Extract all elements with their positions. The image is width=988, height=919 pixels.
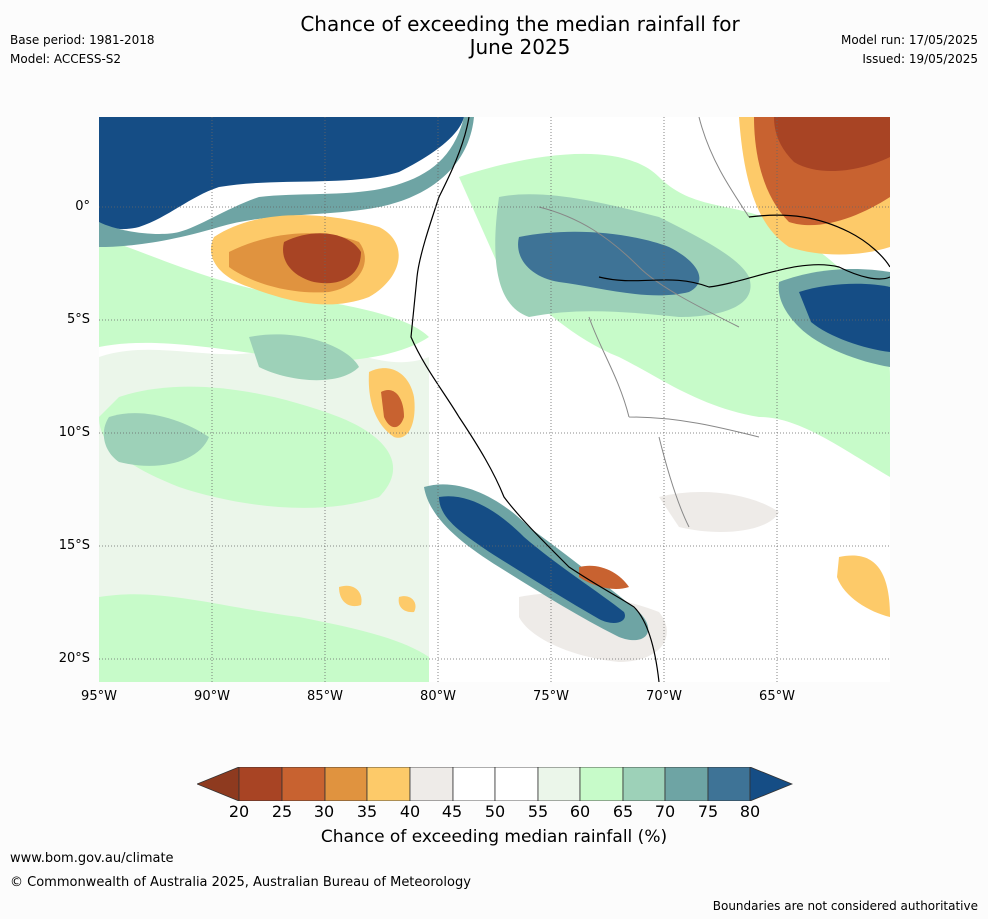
tick-45: 45	[441, 802, 463, 821]
lon-label-70w: 70°W	[646, 689, 682, 704]
coastal-wet-core	[439, 496, 625, 623]
lat-label-5s: 5°S	[66, 312, 90, 327]
colorbar-bin-40	[409, 767, 454, 801]
patch-green-west-1	[99, 237, 429, 361]
patch-green-south	[99, 594, 429, 682]
disclaimer-text: Boundaries are not considered authoritat…	[712, 899, 978, 913]
lon-label-75w: 75°W	[533, 689, 569, 704]
dry-small-1	[339, 585, 362, 607]
lon-label-85w: 85°W	[307, 689, 343, 704]
patch-grey-2	[659, 492, 779, 532]
colorbar-high-arrow	[749, 767, 793, 801]
tick-75: 75	[697, 802, 719, 821]
river-line-2	[748, 214, 890, 268]
model-name: Model: ACCESS-S2	[10, 52, 122, 66]
dry-south-coast	[579, 565, 629, 589]
title-line-1: Chance of exceeding the median rainfall …	[300, 12, 740, 36]
lon-label-80w: 80°W	[420, 689, 456, 704]
colorbar-bin-75	[707, 767, 751, 801]
tick-80: 80	[739, 802, 761, 821]
graticule	[99, 117, 890, 682]
colorbar-bin-60	[579, 767, 624, 801]
title-line-2: June 2025	[469, 35, 571, 59]
dry-ecuador-core	[283, 233, 361, 284]
colorbar-bin-55	[537, 767, 581, 801]
tick-35: 35	[356, 802, 378, 821]
colorbar-bin-20	[238, 767, 283, 801]
chart-title: Chance of exceeding the median rainfall …	[250, 13, 790, 59]
tick-40: 40	[399, 802, 421, 821]
tick-50: 50	[484, 802, 506, 821]
tick-60: 60	[569, 802, 591, 821]
website-link[interactable]: www.bom.gov.au/climate	[10, 851, 174, 866]
colorbar-bin-50	[494, 767, 539, 801]
base-period: Base period: 1981-2018	[10, 33, 155, 47]
tick-65: 65	[612, 802, 634, 821]
tick-25: 25	[271, 802, 293, 821]
tick-70: 70	[654, 802, 676, 821]
lat-label-0: 0°	[75, 199, 90, 214]
colorbar-label: Chance of exceeding median rainfall (%)	[320, 827, 668, 847]
patch-green-west-2	[99, 386, 394, 508]
patch-mod-high-west	[103, 413, 209, 466]
lon-label-90w: 90°W	[194, 689, 230, 704]
colorbar-bin-35	[366, 767, 411, 801]
issued-date: Issued: 19/05/2025	[862, 52, 978, 66]
river-line	[598, 264, 890, 288]
map-canvas	[99, 117, 890, 682]
tick-20: 20	[228, 802, 250, 821]
model-run: Model run: 17/05/2025	[840, 33, 978, 47]
run-info: Model run: 17/05/2025 Issued: 19/05/2025	[841, 31, 978, 69]
copyright-text: © Commonwealth of Australia 2025, Austra…	[10, 875, 471, 890]
lon-label-65w: 65°W	[759, 689, 795, 704]
colorbar-low-arrow	[197, 767, 240, 801]
east-wet-core	[799, 283, 890, 352]
dry-east-patch	[837, 555, 890, 617]
colorbar-bin-70	[664, 767, 709, 801]
tick-55: 55	[527, 802, 549, 821]
pacific-wet-band	[99, 117, 464, 230]
lon-label-95w: 95°W	[81, 689, 117, 704]
lat-label-20s: 20°S	[58, 651, 90, 666]
lat-label-15s: 15°S	[58, 538, 90, 553]
colorbar-ticks: 20 25 30 35 40 45 50 55 60 65 70 75 80	[0, 802, 988, 822]
tick-30: 30	[313, 802, 335, 821]
colorbar-bin-45	[452, 767, 496, 801]
lat-label-10s: 10°S	[58, 425, 90, 440]
patch-mod-high-mid	[249, 334, 359, 381]
colorbar	[197, 767, 793, 801]
colorbar-bin-25	[281, 767, 326, 801]
model-info: Base period: 1981-2018 Model: ACCESS-S2	[10, 31, 155, 69]
coastline	[410, 117, 660, 682]
border-lines	[538, 117, 760, 528]
dry-small-2	[398, 596, 416, 613]
dry-ne-core	[774, 117, 890, 172]
rainfall-map	[99, 117, 890, 682]
colorbar-bin-65	[622, 767, 666, 801]
dry-peru-core	[381, 389, 404, 428]
pacific-wet-edge	[99, 117, 474, 247]
colorbar-bin-30	[324, 767, 368, 801]
